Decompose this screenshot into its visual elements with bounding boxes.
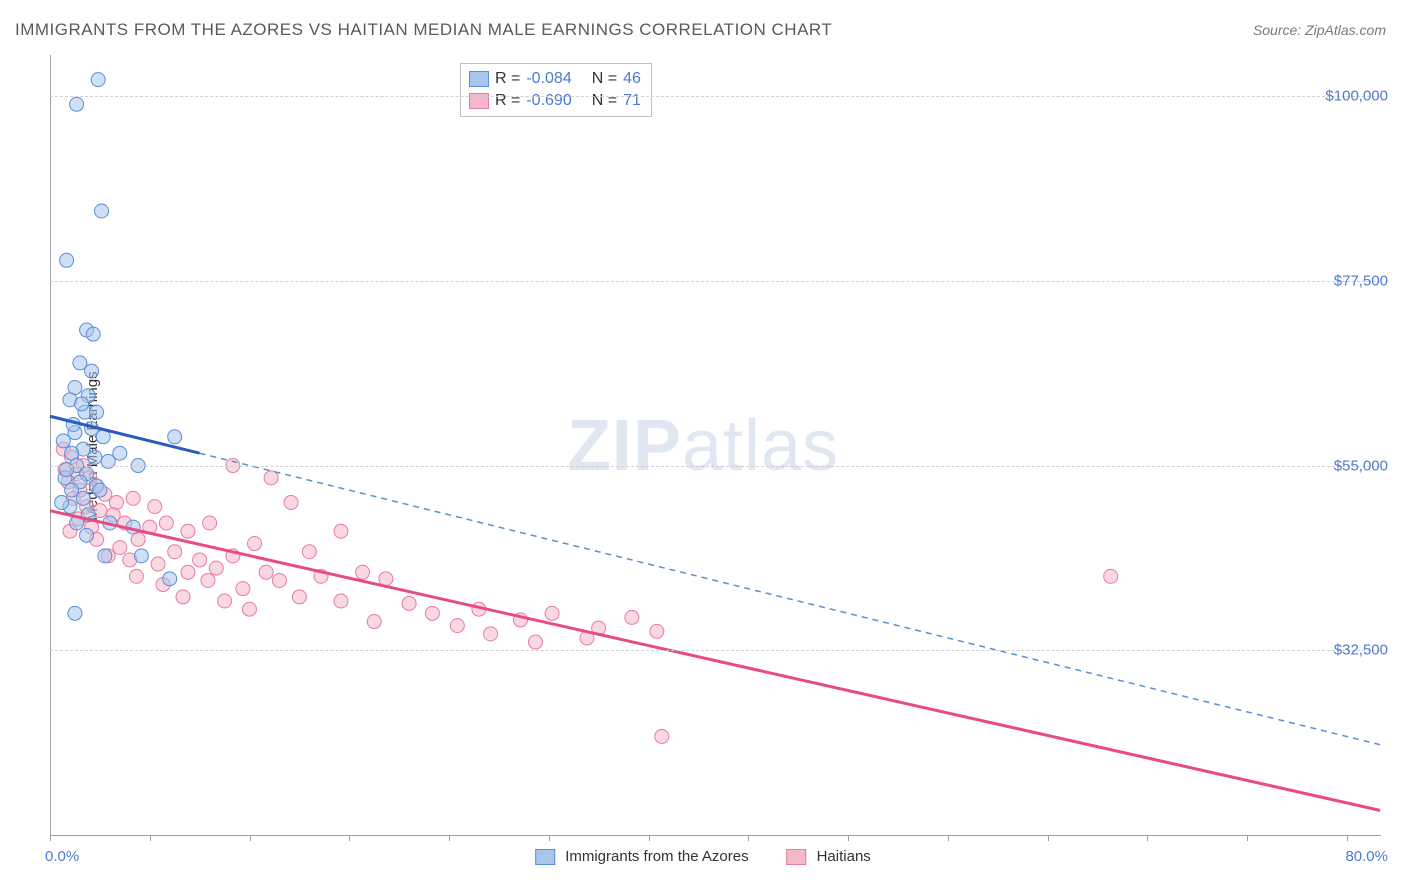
x-axis-max-label: 80.0% bbox=[1345, 848, 1388, 865]
y-tick-label: $32,500 bbox=[1334, 642, 1388, 659]
x-tick bbox=[948, 835, 949, 841]
swatch-azores bbox=[469, 71, 489, 87]
x-tick bbox=[649, 835, 650, 841]
x-tick bbox=[150, 835, 151, 841]
gridline bbox=[50, 466, 1380, 467]
x-tick bbox=[50, 835, 51, 841]
legend-label-azores: Immigrants from the Azores bbox=[565, 848, 748, 865]
source-attribution: Source: ZipAtlas.com bbox=[1253, 22, 1386, 38]
y-tick-label: $100,000 bbox=[1325, 88, 1388, 105]
x-axis-min-label: 0.0% bbox=[45, 848, 79, 865]
gridline bbox=[50, 96, 1380, 97]
chart-title: IMMIGRANTS FROM THE AZORES VS HAITIAN ME… bbox=[15, 20, 832, 40]
stats-row-azores: R = -0.084 N = 46 bbox=[469, 68, 641, 90]
x-tick bbox=[1048, 835, 1049, 841]
x-tick bbox=[1147, 835, 1148, 841]
x-tick bbox=[349, 835, 350, 841]
y-tick-label: $55,000 bbox=[1334, 457, 1388, 474]
stats-row-haitians: R = -0.690 N = 71 bbox=[469, 90, 641, 112]
chart-svg bbox=[50, 55, 1380, 835]
gridline bbox=[50, 281, 1380, 282]
x-tick bbox=[1347, 835, 1348, 841]
series-legend: Immigrants from the Azores Haitians bbox=[535, 848, 871, 865]
legend-swatch-haitians bbox=[787, 849, 807, 865]
stats-legend: R = -0.084 N = 46 R = -0.690 N = 71 bbox=[460, 63, 652, 117]
x-tick bbox=[549, 835, 550, 841]
y-tick-label: $77,500 bbox=[1334, 272, 1388, 289]
legend-swatch-azores bbox=[535, 849, 555, 865]
x-tick bbox=[449, 835, 450, 841]
gridline bbox=[50, 650, 1380, 651]
legend-label-haitians: Haitians bbox=[817, 848, 871, 865]
x-tick bbox=[1247, 835, 1248, 841]
x-tick bbox=[250, 835, 251, 841]
x-tick bbox=[848, 835, 849, 841]
x-tick bbox=[748, 835, 749, 841]
